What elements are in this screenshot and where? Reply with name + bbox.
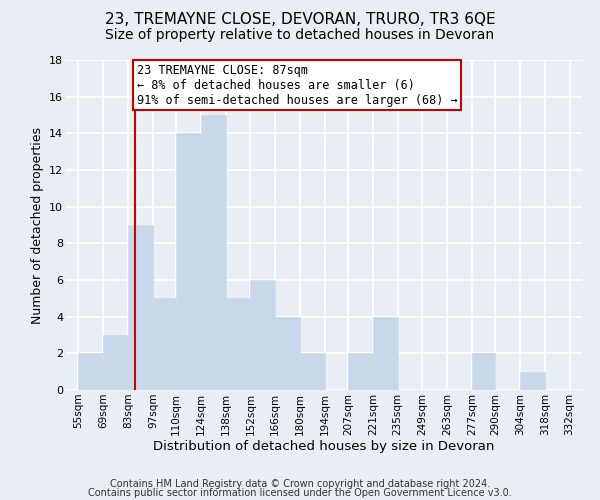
Text: Contains HM Land Registry data © Crown copyright and database right 2024.: Contains HM Land Registry data © Crown c… (110, 479, 490, 489)
Bar (520, 372, 545, 390)
Text: Size of property relative to detached houses in Devoran: Size of property relative to detached ho… (106, 28, 494, 42)
Bar (128, 225, 153, 390)
Text: 23, TREMAYNE CLOSE, DEVORAN, TRURO, TR3 6QE: 23, TREMAYNE CLOSE, DEVORAN, TRURO, TR3 … (104, 12, 496, 28)
Bar (103, 335, 128, 390)
Bar (201, 115, 226, 390)
Bar (373, 316, 398, 390)
Text: Contains public sector information licensed under the Open Government Licence v3: Contains public sector information licen… (88, 488, 512, 498)
Bar (348, 354, 373, 390)
Bar (176, 134, 201, 390)
Bar (79, 354, 103, 390)
X-axis label: Distribution of detached houses by size in Devoran: Distribution of detached houses by size … (154, 440, 494, 454)
Bar (472, 354, 495, 390)
Y-axis label: Number of detached properties: Number of detached properties (31, 126, 44, 324)
Bar (250, 280, 275, 390)
Bar (153, 298, 176, 390)
Bar (300, 354, 325, 390)
Bar (226, 298, 250, 390)
Bar (275, 316, 300, 390)
Text: 23 TREMAYNE CLOSE: 87sqm
← 8% of detached houses are smaller (6)
91% of semi-det: 23 TREMAYNE CLOSE: 87sqm ← 8% of detache… (137, 64, 458, 106)
